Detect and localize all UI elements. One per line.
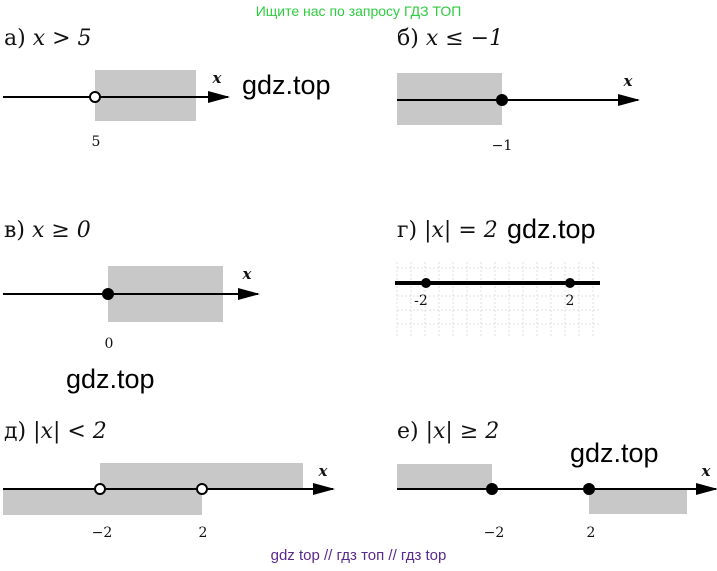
grid-d bbox=[396, 262, 600, 336]
axis-label-x-a: x bbox=[212, 69, 223, 87]
axis-label-x-f: x bbox=[701, 462, 712, 480]
tick-label-5: 5 bbox=[92, 134, 101, 150]
problem-d-letter: г) bbox=[397, 218, 418, 243]
watermark-3: gdz.top bbox=[66, 364, 155, 394]
tick-label-2-f: 2 bbox=[587, 525, 596, 541]
problem-a-expression: x > 5 bbox=[32, 26, 92, 51]
shaded-region-f-left bbox=[397, 464, 492, 490]
problem-a-letter: а) bbox=[4, 26, 26, 51]
tick-label-minus-2-f: −2 bbox=[484, 525, 505, 541]
problem-d-expression: |x| = 2 bbox=[424, 218, 498, 243]
shaded-region-f-right bbox=[589, 489, 687, 514]
problem-b-expression: x ≤ −1 bbox=[425, 26, 504, 51]
number-line-d: -2 2 bbox=[395, 262, 600, 336]
axis-label-x-c: x bbox=[242, 265, 253, 283]
problem-f-letter: е) bbox=[397, 419, 419, 444]
filled-point-minus-2-d bbox=[421, 278, 431, 288]
number-line-b: −1 x bbox=[397, 72, 640, 154]
tick-label-0: 0 bbox=[105, 336, 114, 352]
tick-label-minus-2-d: -2 bbox=[414, 293, 428, 309]
problem-d-label: г) |x| = 2 bbox=[397, 218, 498, 243]
open-point-2-e bbox=[196, 483, 208, 495]
problem-c-label: в) x ≥ 0 bbox=[4, 218, 91, 243]
tick-label-2-d: 2 bbox=[566, 293, 575, 309]
tick-label-minus-2-e: −2 bbox=[92, 525, 113, 541]
problem-b-letter: б) bbox=[397, 26, 419, 51]
problem-e-label: д) |x| < 2 bbox=[4, 419, 107, 444]
filled-point-2-d bbox=[565, 278, 575, 288]
tick-label-2-e: 2 bbox=[199, 525, 208, 541]
open-point-5 bbox=[89, 91, 101, 103]
problem-c-expression: x ≥ 0 bbox=[31, 218, 91, 243]
footer-links: gdz top // гдз топ // гдз top bbox=[270, 547, 447, 564]
open-point-minus-2-e bbox=[94, 483, 106, 495]
watermark-4: gdz.top bbox=[570, 438, 659, 468]
problem-e-expression: |x| < 2 bbox=[33, 419, 107, 444]
watermark-2: gdz.top bbox=[507, 214, 596, 244]
problem-a-label: а) x > 5 bbox=[4, 26, 92, 51]
problem-e-letter: д) bbox=[4, 419, 27, 444]
tick-label-minus-1: −1 bbox=[492, 138, 513, 154]
problem-c-letter: в) bbox=[4, 218, 25, 243]
watermark-1: gdz.top bbox=[242, 70, 331, 100]
filled-point-minus-2-f bbox=[486, 483, 498, 495]
number-line-e: −2 2 x bbox=[3, 462, 335, 541]
filled-point-minus-1 bbox=[496, 94, 508, 106]
shaded-region-a bbox=[95, 70, 196, 121]
filled-point-2-f bbox=[583, 483, 595, 495]
problem-b-label: б) x ≤ −1 bbox=[397, 26, 503, 51]
number-line-a: 5 x bbox=[3, 69, 230, 150]
search-banner: Ищите нас по запросу ГДЗ ТОП bbox=[255, 3, 462, 19]
number-line-c: 0 x bbox=[3, 265, 260, 352]
number-line-f: −2 2 x bbox=[397, 462, 717, 541]
problem-f-label: е) |x| ≥ 2 bbox=[397, 419, 499, 444]
axis-label-x-b: x bbox=[623, 72, 634, 90]
filled-point-0 bbox=[102, 288, 114, 300]
problem-f-expression: |x| ≥ 2 bbox=[425, 419, 500, 444]
axis-label-x-e: x bbox=[318, 462, 329, 480]
